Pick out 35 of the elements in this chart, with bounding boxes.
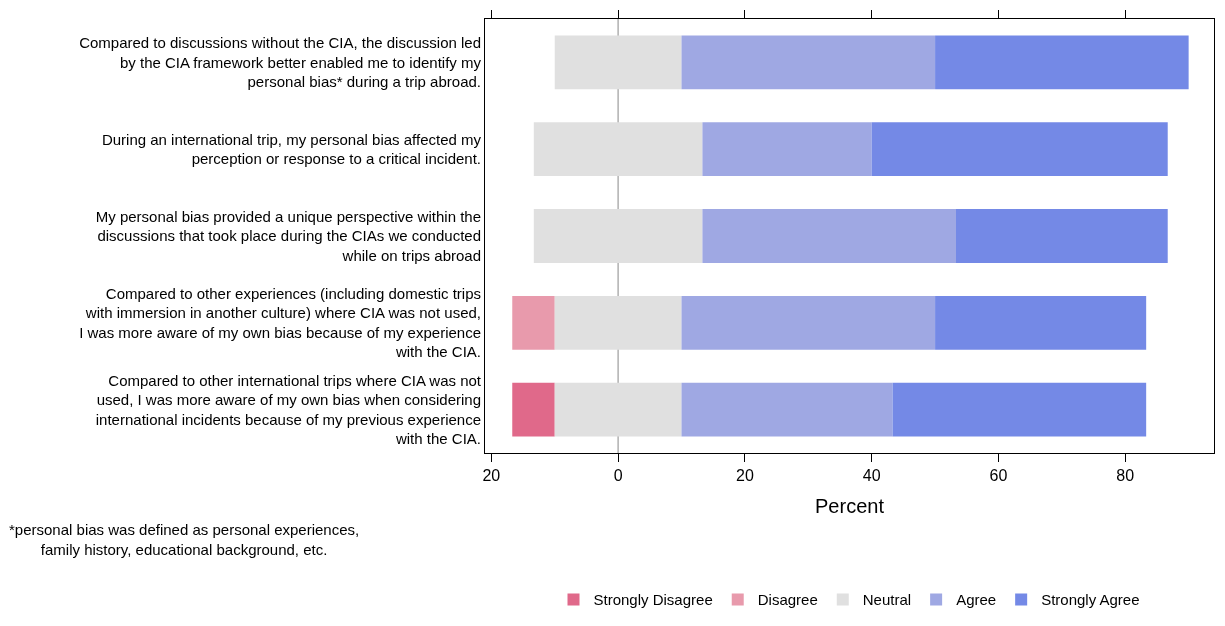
- legend-label: Strongly Agree: [1041, 591, 1140, 609]
- bar: [554, 382, 682, 437]
- y-tick-label: Compared to other experiences (including domestic trips with immersion in another culture) where CIA was not used, I was more aware of my own bias because of my experience with the CIA.: [79, 284, 481, 361]
- bar: [554, 295, 682, 350]
- x-tick-label: 0: [613, 467, 623, 485]
- x-tick-label: 40: [862, 467, 881, 485]
- legend-label: Agree: [956, 591, 997, 609]
- x-axis-title: Percent: [815, 494, 885, 517]
- x-tick-label: 20: [482, 467, 501, 485]
- bar: [533, 122, 703, 177]
- bar: [681, 295, 936, 350]
- bar: [554, 35, 682, 90]
- bar: [681, 382, 893, 437]
- y-tick-label: Compared to other international trips where CIA was not used, I was more aware of my own bias when considering international incidents because of my previous experience with the CIA.: [95, 371, 482, 448]
- bar: [702, 122, 872, 177]
- legend-label: Neutral: [862, 591, 912, 609]
- bar: [935, 35, 1189, 90]
- legend-label: Strongly Disagree: [593, 591, 713, 609]
- bar: [681, 35, 936, 90]
- text: *personal bias was defined as personal experiences, family history, educational background, etc.: [9, 521, 360, 558]
- bar: [871, 122, 1168, 177]
- bar: [702, 209, 956, 263]
- bar: [512, 295, 555, 350]
- bar: [956, 209, 1168, 263]
- legend-label: Disagree: [757, 591, 818, 609]
- bar: [512, 382, 555, 437]
- y-tick-label: Compared to discussions without the CIA, the discussion led by the CIA framework better enabled me to identify my personal bias* during a trip abroad.: [79, 34, 482, 91]
- x-tick-label: 80: [1116, 467, 1135, 485]
- x-tick-label: 20: [736, 467, 754, 485]
- y-tick-label: My personal bias provided a unique perspective within the discussions that took place during the CIAs we conducted while on trips abroad: [95, 207, 481, 264]
- bar: [533, 209, 703, 263]
- y-tick-label: During an international trip, my personal bias affected my perception or response to a critical incident.: [101, 130, 482, 168]
- bar: [892, 382, 1147, 437]
- x-tick-label: 60: [989, 467, 1008, 485]
- bar: [935, 295, 1147, 350]
